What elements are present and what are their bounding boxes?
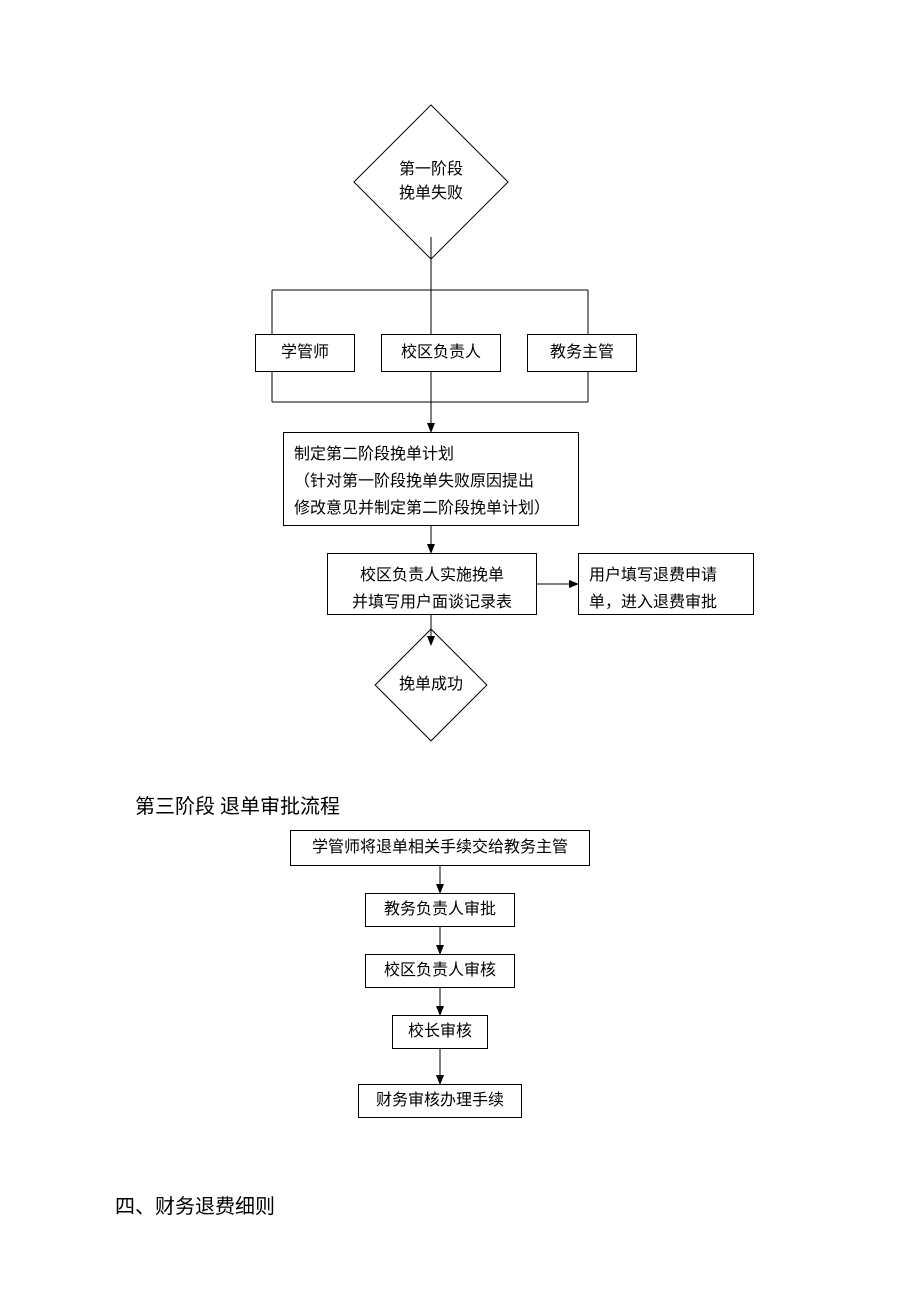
- line: 用户填写退费申请: [589, 567, 717, 584]
- node-role-jwzg: 教务主管: [527, 334, 637, 372]
- label: 教务负责人审批: [384, 898, 496, 922]
- line: 单，进入退费审批: [589, 594, 717, 611]
- diamond-success-label: 挽单成功: [399, 673, 463, 697]
- text: 四、财务退费细则: [115, 1196, 275, 1218]
- label: 教务主管: [550, 341, 614, 365]
- node-step2: 教务负责人审批: [365, 893, 515, 927]
- text: 挽单成功: [399, 676, 463, 693]
- diamond-fail-label: 第一阶段 挽单失败: [399, 158, 463, 206]
- node-step5: 财务审核办理手续: [358, 1084, 522, 1118]
- label: 校区负责人: [401, 341, 481, 365]
- label: 校长审核: [408, 1020, 472, 1044]
- node-implement: 校区负责人实施挽单 并填写用户面谈记录表: [327, 553, 537, 615]
- label: 财务审核办理手续: [376, 1089, 504, 1113]
- node-step3: 校区负责人审核: [365, 954, 515, 988]
- label: 学管师: [281, 341, 329, 365]
- line: 校区负责人实施挽单: [360, 567, 504, 584]
- heading-section4: 四、财务退费细则: [115, 1190, 275, 1219]
- text: 第三阶段 退单审批流程: [135, 796, 340, 818]
- node-step4: 校长审核: [392, 1015, 488, 1049]
- diamond-success: 挽单成功: [391, 645, 471, 725]
- text: 第一阶段: [399, 161, 463, 178]
- node-role-xgs: 学管师: [255, 334, 355, 372]
- heading-stage3: 第三阶段 退单审批流程: [135, 790, 340, 819]
- diamond-stage1-fail: 第一阶段 挽单失败: [376, 127, 486, 237]
- document-canvas: 第一阶段 挽单失败 学管师 校区负责人 教务主管 制定第二阶段挽单计划 （针对第…: [0, 0, 920, 1302]
- node-refund-apply: 用户填写退费申请 单，进入退费审批: [578, 553, 754, 615]
- node-step1: 学管师将退单相关手续交给教务主管: [290, 830, 590, 866]
- label: 学管师将退单相关手续交给教务主管: [312, 836, 568, 860]
- line: 修改意见并制定第二阶段挽单计划）: [294, 500, 550, 517]
- line: （针对第一阶段挽单失败原因提出: [294, 473, 534, 490]
- text: 挽单失败: [399, 185, 463, 202]
- label: 校区负责人审核: [384, 959, 496, 983]
- node-plan: 制定第二阶段挽单计划 （针对第一阶段挽单失败原因提出 修改意见并制定第二阶段挽单…: [283, 432, 579, 526]
- line: 制定第二阶段挽单计划: [294, 446, 454, 463]
- node-role-xqfzr: 校区负责人: [381, 334, 501, 372]
- line: 并填写用户面谈记录表: [352, 594, 512, 611]
